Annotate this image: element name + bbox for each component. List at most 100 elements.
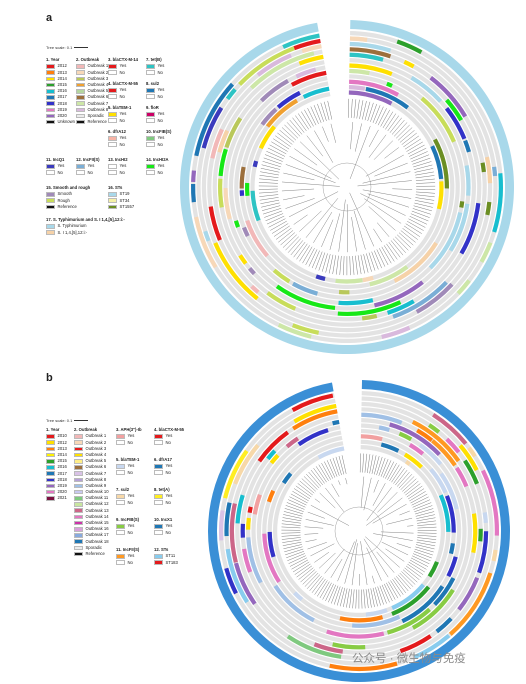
legend-swatch [108,192,117,197]
leaf-label-tick [346,589,349,608]
legend-group-title: 6. dfrA17 [154,458,172,462]
leaf-label-tick [283,518,302,521]
leaf-label-tick [396,576,408,591]
tree-branch [299,211,321,232]
leaf-label-tick [321,103,327,121]
legend-swatch [74,453,83,458]
tree-branch [355,123,362,151]
leaf-label-tick [306,248,315,265]
legend-swatch [46,453,55,458]
legend-swatch [74,459,83,464]
annotation-segment [492,550,498,562]
legend-item: No [116,500,134,506]
leaf-label-tick [260,175,279,178]
legend-label: 2019 [58,484,67,488]
legend-group-title: 12. STs [154,548,178,552]
legend-swatch [76,83,85,88]
legend-label: 2012 [58,64,67,68]
leaf-label-tick [261,168,280,172]
leaf-label-tick [393,468,404,483]
legend-swatch [76,64,85,69]
tree-branch [338,541,355,581]
annotation-segment [335,278,362,283]
leaf-label-tick [373,105,380,123]
leaf-label-tick [343,256,344,275]
leaf-label-tick [365,454,367,473]
legend-swatch [74,440,83,445]
legend-swatch [108,118,117,123]
annotation-segment [449,543,455,554]
leaf-label-tick [330,459,337,477]
tree-branch [361,541,368,585]
legend-item: No [154,470,172,476]
leaf-label-tick [416,179,435,181]
leaf-label-tick [301,570,315,583]
legend-label: No [120,171,125,175]
legend-item: No [154,530,172,536]
legend-swatch [76,120,85,125]
annotation-segment [350,36,367,42]
tree-internal-arc [323,163,371,211]
legend-group: 17. S. Typhimurium and S. I 1,4,[5],12:i… [46,218,125,236]
leaf-label-tick [414,165,432,170]
legend-swatch [74,471,83,476]
leaf-label-tick [368,103,374,121]
leaf-label-tick [380,586,387,604]
legend-label: 2010 [58,434,67,438]
leaf-label-tick [336,457,342,475]
legend-swatch [108,164,117,169]
tree-branch [369,130,378,147]
legend-label: Outbreak 15 [86,521,109,525]
panel-b-circular-tree [206,378,512,684]
legend-swatch [74,490,83,495]
leaf-label-tick [398,575,411,589]
legend-label: ST19 [120,192,130,196]
legend-label: 2020 [58,490,67,494]
leaf-label-tick [312,251,320,268]
tree-branch [325,549,345,573]
leaf-label-tick [379,458,385,476]
legend-label: Yes [128,494,135,498]
legend-swatch [146,164,155,169]
panel-b-tree-scale-label: Tree scale: 0.1 [46,418,72,423]
legend-item: No [108,70,138,76]
legend-swatch [74,515,83,520]
legend-group-title: 17. S. Typhimurium and S. I 1,4,[5],12:i… [46,218,125,222]
legend-swatch [76,95,85,100]
leaf-label-tick [411,155,429,162]
legend-group-title: 2. Outbreak [74,428,109,432]
legend-item: No [154,440,184,446]
leaf-label-tick [366,589,368,608]
legend-label: ST11 [166,554,176,558]
legend-swatch [108,112,117,117]
legend-item: Reference [46,204,90,210]
annotation-segment [240,190,245,196]
legend-label: 2019 [58,108,67,112]
legend-label: Yes [120,136,127,140]
legend-swatch [74,539,83,544]
legend-group-title: 8. sul2 [146,82,164,86]
annotation-segment [246,518,251,530]
legend-swatch [46,114,55,119]
leaf-label-tick [360,100,363,119]
legend-group-title: 3. APH(3'')-Ib [116,428,142,432]
legend-label: Outbreak 1 [86,434,107,438]
annotation-segment [483,512,488,523]
leaf-label-tick [414,503,432,510]
legend-label: No [158,119,163,123]
tree-branch [285,198,314,208]
tree-branch [360,193,405,215]
leaf-label-tick [267,216,284,224]
legend-group-title: 5. blaTEM-1 [116,458,139,462]
legend-label: 2013 [58,447,67,451]
tree-branch [373,483,385,506]
legend-label: Yes [158,64,165,68]
legend-group-title: 2. Outbreak [76,58,108,62]
leaf-label-tick [363,454,364,473]
